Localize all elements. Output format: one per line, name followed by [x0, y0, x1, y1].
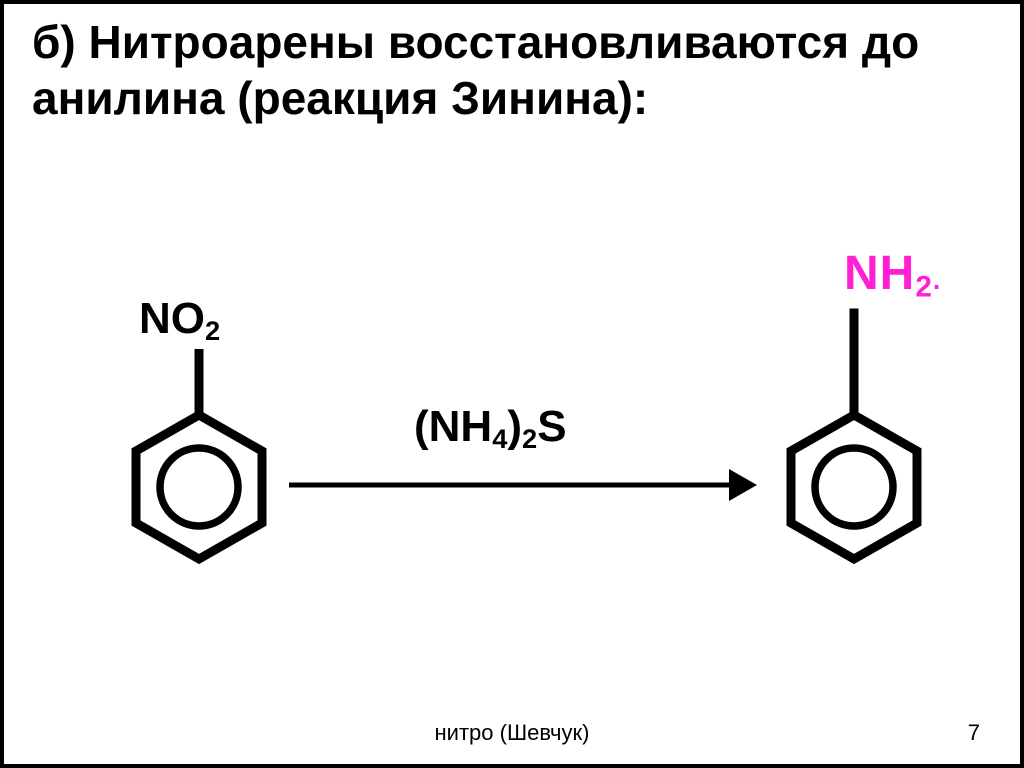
benzene-right [779, 412, 929, 562]
right-substituent-nh2: NH2. [844, 246, 941, 304]
aromatic-circle [815, 448, 893, 526]
slide-title: б) Нитроарены восстановливаются до анили… [32, 14, 992, 126]
benzene-left-svg [124, 412, 274, 562]
slide-frame: б) Нитроарены восстановливаются до анили… [0, 0, 1024, 768]
hexagon [791, 415, 917, 559]
left-substituent-no2: NO2 [139, 294, 220, 347]
footer-center: нитро (Шевчук) [4, 720, 1020, 746]
arrow-head [729, 469, 757, 501]
footer-page-number: 7 [968, 720, 980, 746]
benzene-left [124, 412, 274, 562]
reaction-arrow [289, 469, 757, 506]
hexagon [136, 415, 262, 559]
reagent-label: (NH4)2S [414, 402, 567, 455]
reaction-area: NO2 (NH4)2S NH2. [64, 324, 964, 624]
benzene-right-svg [779, 412, 929, 562]
aromatic-circle [160, 448, 238, 526]
arrow-svg [289, 469, 757, 501]
